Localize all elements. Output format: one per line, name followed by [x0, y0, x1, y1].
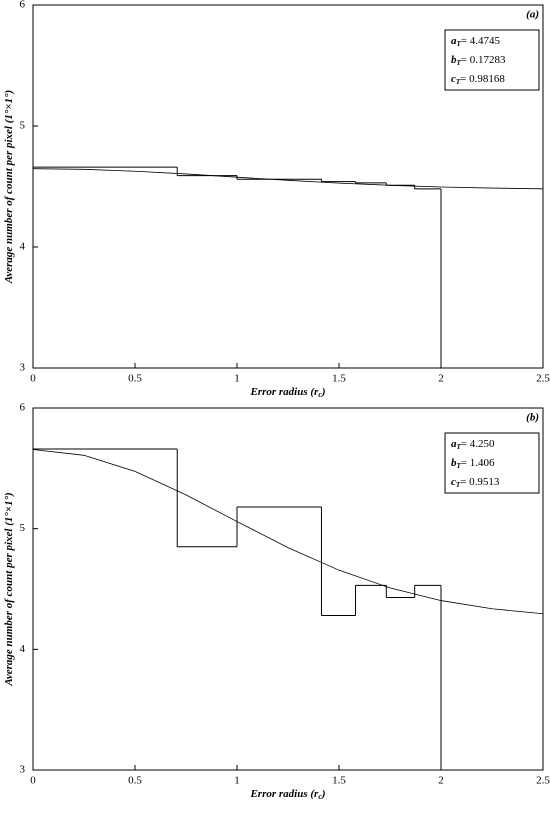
y-tick-label: 4: [20, 241, 26, 253]
params-box: [444, 29, 540, 91]
y-tick-label: 5: [20, 120, 26, 132]
param-entry: aT= 4.4745: [451, 35, 500, 48]
y-tick-label: 6: [20, 402, 26, 414]
y-axis-label: Average number of count per pixel (1°×1°…: [3, 90, 15, 284]
x-label-text: Error radius (: [249, 386, 315, 398]
x-tick-label: 2.5: [536, 373, 550, 385]
param-sub: T: [457, 443, 462, 451]
x-tick-label: 2.5: [536, 775, 550, 787]
param-symbol: a: [451, 35, 457, 47]
param-entry: bT= 1.406: [451, 457, 495, 470]
x-label-close: ): [321, 788, 326, 800]
x-tick-label: 2: [438, 775, 444, 787]
fit-curve: [32, 449, 544, 615]
plot-frame: [32, 407, 544, 771]
param-sub: T: [457, 40, 462, 48]
panel-label: (a): [526, 9, 539, 21]
y-tick-label: 3: [20, 764, 26, 776]
param-entry: aT= 4.250: [451, 438, 495, 451]
x-label-var: r: [314, 788, 319, 800]
y-label-part: ): [3, 492, 15, 497]
fit-curve: [32, 168, 544, 190]
y-tick-label: 3: [20, 362, 26, 374]
param-sub: T: [456, 78, 461, 86]
param-entry: bT= 0.17283: [451, 54, 506, 67]
panel-label: (b): [526, 412, 539, 424]
param-entry: cT= 0.98168: [451, 73, 505, 86]
x-label-close: ): [321, 386, 326, 398]
param-value: = 0.17283: [461, 54, 506, 66]
x-label-var: r: [314, 386, 319, 398]
param-symbol: b: [451, 54, 457, 66]
param-entry: cT= 0.9513: [451, 476, 500, 489]
param-symbol: a: [451, 438, 457, 450]
x-tick-label: 0.5: [128, 373, 142, 385]
x-label-sub: c: [318, 390, 322, 399]
y-label-part: 1°×1°: [3, 495, 15, 522]
param-symbol: c: [451, 73, 456, 85]
param-value: = 0.98168: [460, 73, 505, 85]
x-tick-label: 1: [234, 373, 240, 385]
x-tick-label: 1: [234, 775, 240, 787]
y-tick-label: 5: [20, 522, 26, 534]
params-box: [444, 432, 540, 494]
param-sub: T: [457, 59, 462, 67]
x-label-text: Error radius (: [249, 788, 315, 800]
x-tick-label: 0.5: [128, 775, 142, 787]
x-tick-label: 2: [438, 373, 444, 385]
param-symbol: c: [451, 476, 456, 488]
param-sub: T: [456, 481, 461, 489]
param-value: = 1.406: [461, 457, 495, 469]
param-sub: T: [457, 462, 462, 470]
y-label-part: Average number of count per pixel (: [3, 521, 15, 687]
y-axis-label: Average number of count per pixel (1°×1°…: [3, 492, 15, 686]
y-label-part: ): [3, 90, 15, 95]
y-tick-label: 6: [20, 0, 26, 11]
param-value: = 4.250: [461, 438, 495, 450]
param-value: = 4.4745: [461, 35, 501, 47]
x-axis-label: Error radius (rc): [249, 788, 325, 801]
y-tick-label: 4: [20, 643, 26, 655]
x-tick-label: 1.5: [332, 775, 346, 787]
plot-frame: [32, 4, 544, 369]
param-value: = 0.9513: [460, 476, 500, 488]
x-tick-label: 0: [30, 373, 36, 385]
x-label-sub: c: [318, 792, 322, 801]
y-label-part: 1°×1°: [3, 93, 15, 120]
x-tick-label: 0: [30, 775, 36, 787]
y-label-part: Average number of count per pixel (: [3, 118, 15, 284]
x-tick-label: 1.5: [332, 373, 346, 385]
param-symbol: b: [451, 457, 457, 469]
x-axis-label: Error radius (rc): [249, 386, 325, 399]
